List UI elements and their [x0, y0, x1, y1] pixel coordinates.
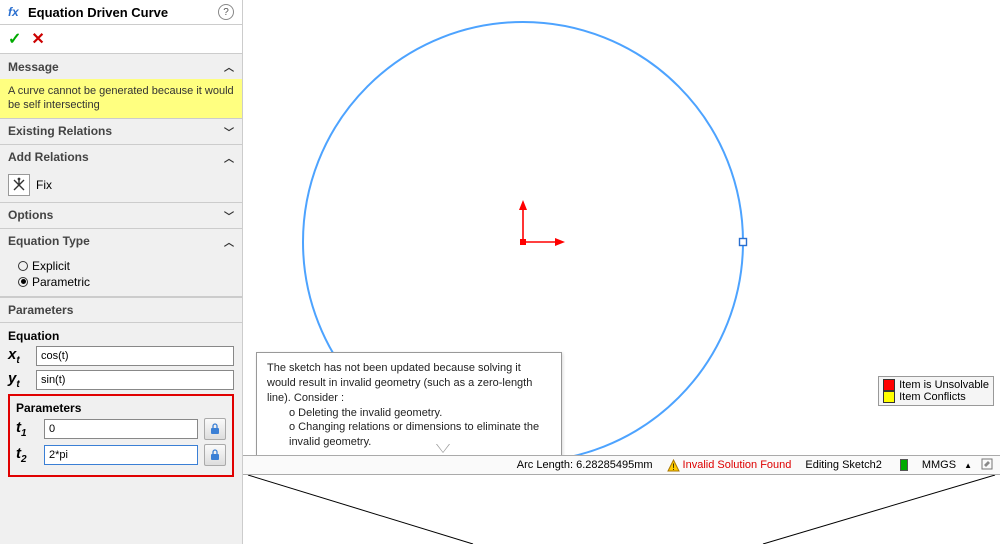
existing-relations-header[interactable]: Existing Relations ﹀ [0, 119, 242, 144]
parameters-header[interactable]: Parameters [0, 297, 242, 323]
tooltip-line-1: The sketch has not been updated because … [267, 361, 551, 406]
anchor-icon [8, 174, 30, 196]
status-bar: Arc Length: 6.28285495mm ! Invalid Solut… [243, 455, 1000, 475]
radio-parametric[interactable]: Parametric [18, 274, 234, 290]
t2-row: t2 [16, 444, 226, 466]
existing-relations-label: Existing Relations [8, 124, 224, 138]
fx-icon: fx [8, 4, 24, 20]
equation-label: Equation [8, 327, 234, 346]
units-label: MMGS [922, 459, 956, 471]
legend-unsolvable: Item is Unsolvable [883, 379, 989, 391]
tooltip-line-3: o Changing relations or dimensions to el… [267, 420, 551, 450]
xt-row: xt [8, 346, 234, 366]
existing-relations-section: Existing Relations ﹀ [0, 119, 242, 145]
chevron-up-icon: ︿ [224, 234, 234, 249]
equation-type-label: Equation Type [8, 234, 224, 248]
add-relations-section: Add Relations ︿ Fix [0, 145, 242, 203]
yt-input[interactable] [36, 370, 234, 390]
message-body: A curve cannot be generated because it w… [0, 79, 242, 118]
xt-input[interactable] [36, 346, 234, 366]
accept-button[interactable]: ✓ [8, 29, 21, 49]
options-label: Options [8, 208, 224, 222]
fix-label: Fix [36, 178, 52, 192]
legend-conflicts: Item Conflicts [883, 391, 989, 403]
message-header-label: Message [8, 60, 224, 74]
t1-input[interactable] [44, 419, 198, 439]
chevron-up-icon: ▲ [964, 461, 972, 470]
options-header[interactable]: Options ﹀ [0, 203, 242, 228]
arc-length-text: Arc Length: 6.28285495mm [517, 459, 653, 471]
legend-unsolvable-label: Item is Unsolvable [899, 379, 989, 391]
units-selector[interactable]: MMGS ▲ [922, 457, 994, 474]
panel-title: Equation Driven Curve [28, 5, 218, 20]
t1-lock-button[interactable] [204, 418, 226, 440]
t2-input[interactable] [44, 445, 198, 465]
cancel-button[interactable]: ✕ [31, 29, 44, 49]
xt-symbol: xt [8, 346, 30, 366]
invalid-solution-status: ! Invalid Solution Found [667, 459, 792, 472]
confirm-bar: ✓ ✕ [0, 25, 242, 54]
solver-legend: Item is Unsolvable Item Conflicts [878, 376, 994, 406]
help-icon[interactable]: ? [218, 4, 234, 20]
property-panel: fx Equation Driven Curve ? ✓ ✕ Message ︿… [0, 0, 243, 544]
options-section: Options ﹀ [0, 203, 242, 229]
equation-type-body: Explicit Parametric [0, 254, 242, 296]
add-relations-header[interactable]: Add Relations ︿ [0, 145, 242, 170]
equation-type-section: Equation Type ︿ Explicit Parametric [0, 229, 242, 297]
t2-lock-button[interactable] [204, 444, 226, 466]
fix-relation[interactable]: Fix [8, 174, 234, 196]
editing-sketch-text: Editing Sketch2 [805, 459, 881, 471]
traffic-light-icon [900, 459, 908, 471]
tooltip-line-2: o Deleting the invalid geometry. [267, 406, 551, 421]
chevron-up-icon: ︿ [224, 150, 234, 165]
invalid-solution-text: Invalid Solution Found [683, 459, 792, 471]
chevron-down-icon: ﹀ [224, 208, 234, 223]
message-header[interactable]: Message ︿ [0, 54, 242, 79]
radio-icon [18, 261, 28, 271]
zoom-callout-lines [243, 475, 1000, 544]
t1-symbol: t1 [16, 419, 38, 439]
equation-type-header[interactable]: Equation Type ︿ [0, 229, 242, 254]
chevron-down-icon: ﹀ [224, 124, 234, 139]
swatch-icon [883, 379, 895, 391]
sketch-edit-icon[interactable] [980, 457, 994, 474]
t1-row: t1 [16, 418, 226, 440]
yt-row: yt [8, 370, 234, 390]
svg-text:fx: fx [8, 5, 20, 19]
params-sublabel: Parameters [16, 399, 226, 418]
tooltip-tail [436, 444, 450, 453]
params-highlight-box: Parameters t1 t2 [8, 394, 234, 477]
add-relations-label: Add Relations [8, 150, 224, 164]
yt-symbol: yt [8, 370, 30, 390]
message-section: Message ︿ A curve cannot be generated be… [0, 54, 242, 119]
solver-tooltip: The sketch has not been updated because … [256, 352, 562, 459]
add-relations-body: Fix [0, 170, 242, 202]
legend-conflicts-label: Item Conflicts [899, 391, 966, 403]
t2-symbol: t2 [16, 445, 38, 465]
swatch-icon [883, 391, 895, 403]
parameters-body: Equation xt yt Parameters t1 t2 [0, 323, 242, 483]
radio-explicit[interactable]: Explicit [18, 258, 234, 274]
svg-text:!: ! [672, 462, 675, 472]
panel-header: fx Equation Driven Curve ? [0, 0, 242, 25]
radio-icon [18, 277, 28, 287]
radio-explicit-label: Explicit [32, 259, 70, 273]
chevron-up-icon: ︿ [224, 59, 234, 74]
radio-parametric-label: Parametric [32, 275, 90, 289]
